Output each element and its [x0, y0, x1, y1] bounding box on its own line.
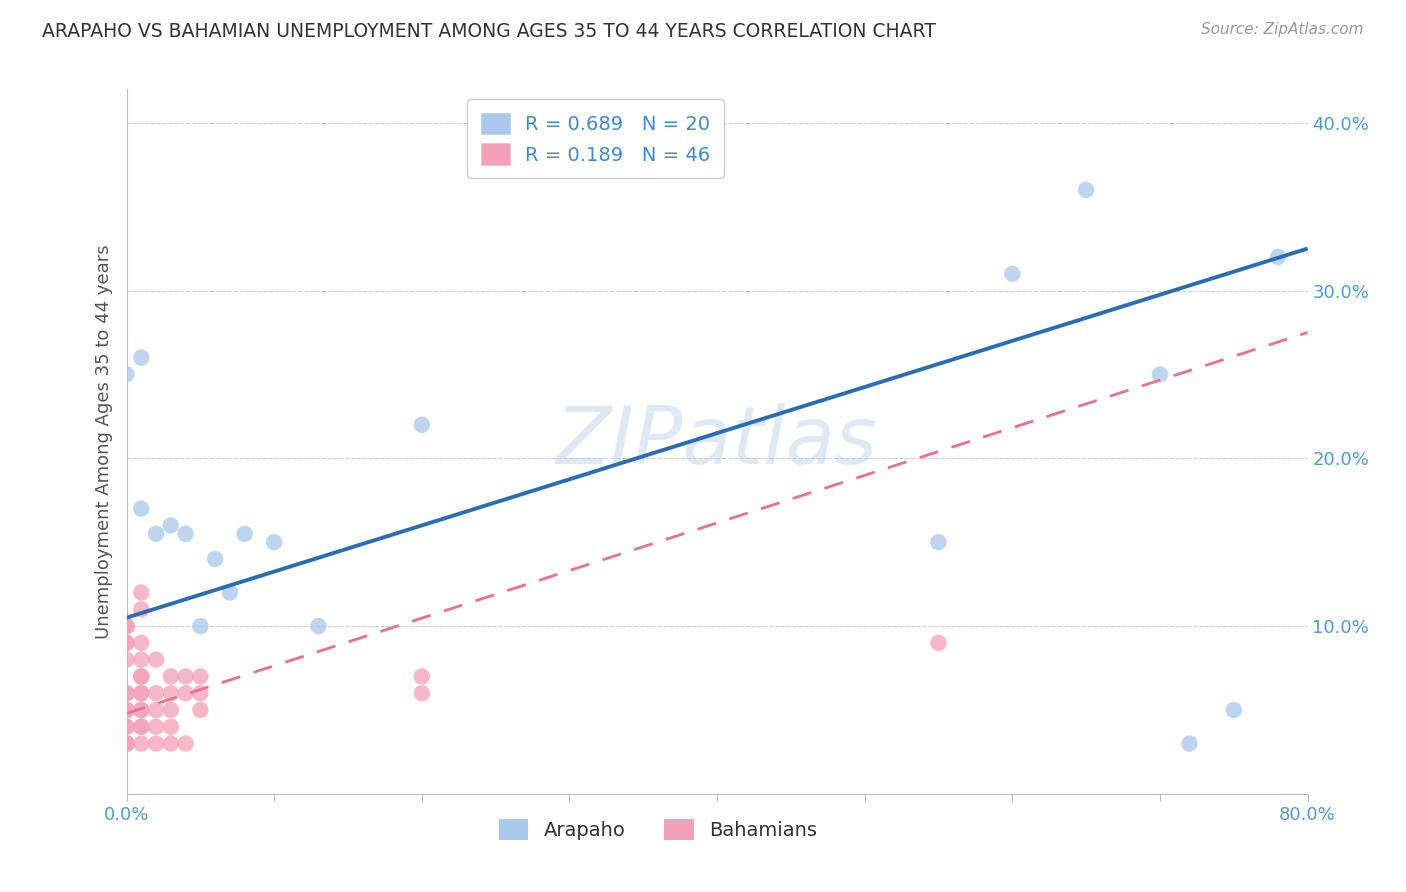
Point — [145, 703, 167, 717]
Point — [129, 686, 153, 700]
Point — [160, 720, 183, 734]
Point — [115, 686, 138, 700]
Point — [145, 526, 167, 541]
Point — [129, 602, 153, 616]
Point — [129, 669, 153, 683]
Point — [129, 501, 153, 516]
Point — [129, 737, 153, 751]
Point — [115, 636, 138, 650]
Point — [129, 669, 153, 683]
Point — [129, 653, 153, 667]
Point — [145, 720, 167, 734]
Point — [188, 619, 212, 633]
Point — [1223, 703, 1246, 717]
Point — [204, 552, 226, 566]
Point — [1149, 368, 1171, 382]
Point — [115, 720, 138, 734]
Point — [928, 535, 950, 549]
Point — [115, 636, 138, 650]
Point — [188, 703, 212, 717]
Point — [129, 703, 153, 717]
Point — [174, 669, 197, 683]
Text: ARAPAHO VS BAHAMIAN UNEMPLOYMENT AMONG AGES 35 TO 44 YEARS CORRELATION CHART: ARAPAHO VS BAHAMIAN UNEMPLOYMENT AMONG A… — [42, 22, 936, 41]
Point — [145, 653, 167, 667]
Point — [174, 526, 197, 541]
Point — [174, 686, 197, 700]
Point — [411, 669, 433, 683]
Point — [160, 518, 183, 533]
Point — [308, 619, 330, 633]
Y-axis label: Unemployment Among Ages 35 to 44 years: Unemployment Among Ages 35 to 44 years — [94, 244, 112, 639]
Point — [174, 737, 197, 751]
Point — [160, 669, 183, 683]
Point — [115, 703, 138, 717]
Point — [115, 653, 138, 667]
Point — [145, 737, 167, 751]
Point — [115, 737, 138, 751]
Point — [1267, 250, 1289, 264]
Point — [115, 703, 138, 717]
Legend: Arapaho, Bahamians: Arapaho, Bahamians — [491, 811, 825, 847]
Point — [129, 720, 153, 734]
Point — [188, 669, 212, 683]
Point — [115, 619, 138, 633]
Point — [129, 703, 153, 717]
Point — [411, 686, 433, 700]
Point — [263, 535, 285, 549]
Point — [129, 720, 153, 734]
Point — [1001, 267, 1024, 281]
Point — [1178, 737, 1201, 751]
Point — [115, 737, 138, 751]
Point — [1076, 183, 1098, 197]
Text: ZIPatlas: ZIPatlas — [555, 402, 879, 481]
Point — [219, 585, 242, 599]
Point — [160, 686, 183, 700]
Point — [115, 619, 138, 633]
Point — [411, 417, 433, 432]
Point — [115, 720, 138, 734]
Point — [160, 737, 183, 751]
Point — [115, 737, 138, 751]
Point — [129, 686, 153, 700]
Point — [160, 703, 183, 717]
Point — [145, 686, 167, 700]
Point — [115, 368, 138, 382]
Point — [129, 636, 153, 650]
Point — [233, 526, 256, 541]
Text: Source: ZipAtlas.com: Source: ZipAtlas.com — [1201, 22, 1364, 37]
Point — [129, 585, 153, 599]
Point — [115, 686, 138, 700]
Point — [188, 686, 212, 700]
Point — [129, 351, 153, 365]
Point — [928, 636, 950, 650]
